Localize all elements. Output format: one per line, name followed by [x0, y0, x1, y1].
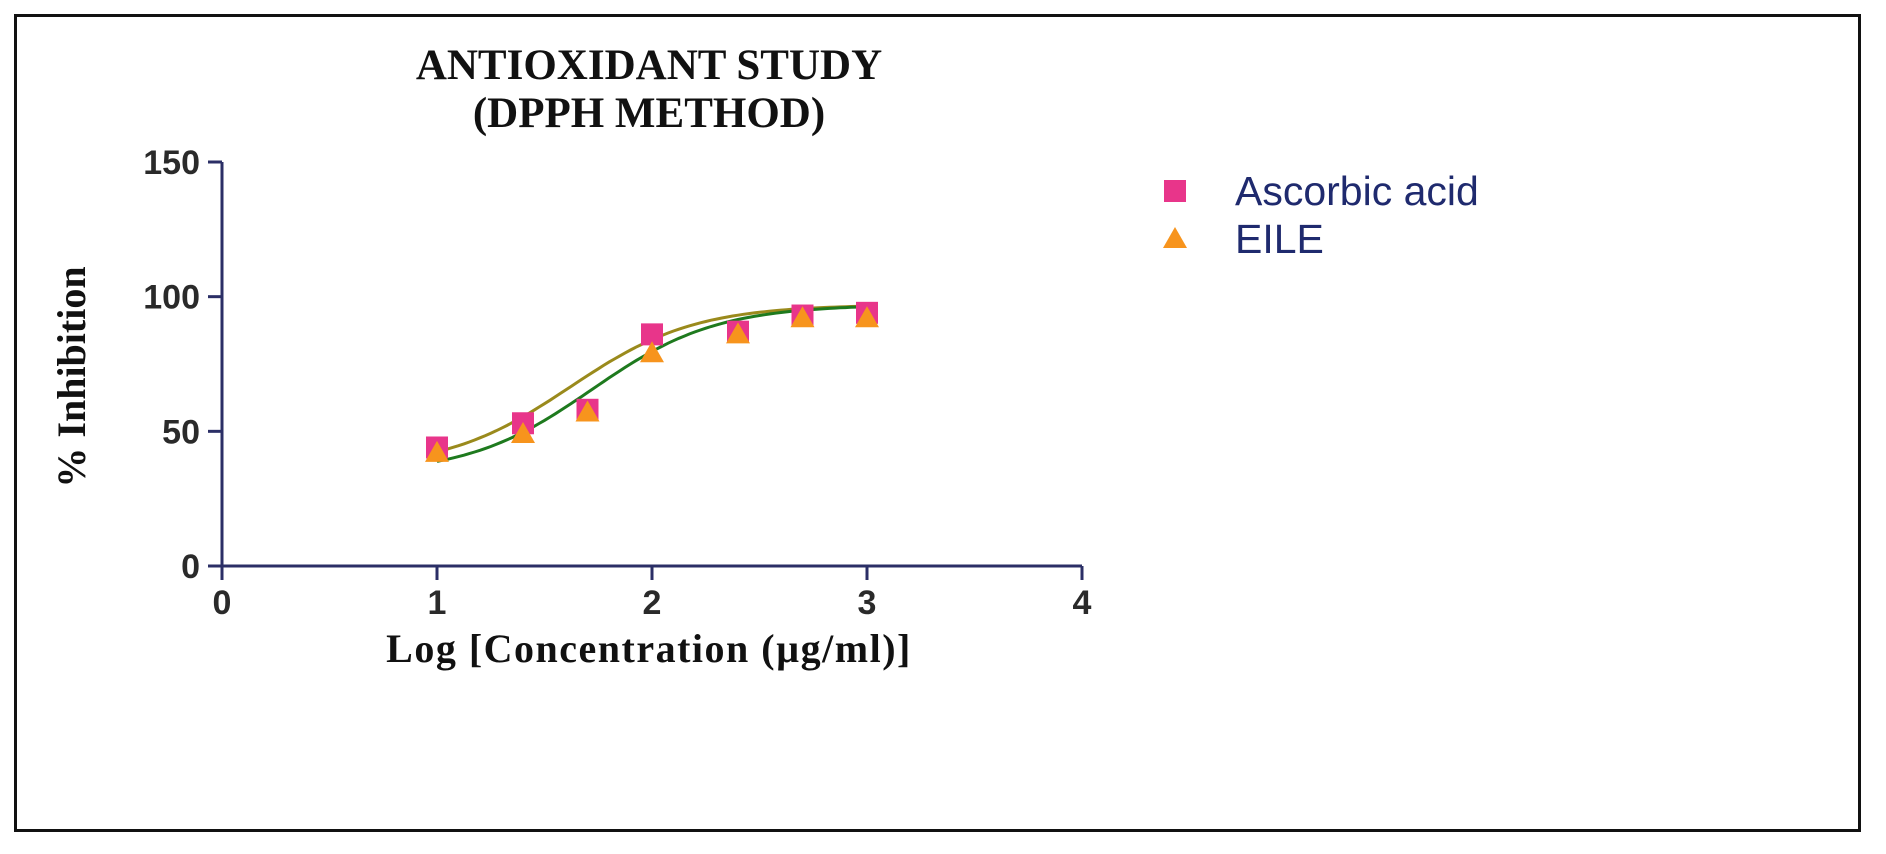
data-point-series-1 [855, 306, 879, 328]
x-tick-label: 4 [1073, 584, 1092, 622]
legend-marker-1 [1163, 227, 1187, 248]
data-points [425, 301, 879, 462]
data-point-series-1 [575, 400, 600, 422]
x-axis-label: Log [Concentration (µg/ml)] [386, 626, 912, 671]
axes: 0 50 100 150 0 1 2 3 4 [143, 144, 1091, 622]
x-tick-label: 1 [428, 584, 447, 622]
chart-title-line-2: (DPPH METHOD) [473, 90, 825, 137]
y-tick-label: 150 [143, 144, 200, 182]
data-point-series-1 [640, 341, 664, 363]
legend-marker-0 [1164, 180, 1186, 202]
figure-frame: ANTIOXIDANT STUDY (DPPH METHOD) % Inhibi… [14, 14, 1861, 832]
data-point-series-0 [641, 323, 663, 346]
y-tick-label: 100 [143, 279, 200, 317]
y-axis-label: % Inhibition [49, 266, 94, 487]
chart-title-line-1: ANTIOXIDANT STUDY [416, 42, 882, 89]
x-tick-label: 2 [643, 584, 662, 622]
data-point-series-1 [790, 306, 815, 328]
legend-label-1: EILE [1235, 216, 1324, 262]
data-point-series-1 [511, 422, 535, 444]
y-tick-label: 0 [181, 548, 200, 586]
dpph-chart: ANTIOXIDANT STUDY (DPPH METHOD) % Inhibi… [49, 42, 1479, 671]
data-point-series-1 [726, 322, 750, 344]
data-point-series-1 [425, 440, 449, 462]
x-tick-label: 3 [858, 584, 877, 622]
legend-label-0: Ascorbic acid [1235, 168, 1479, 214]
y-tick-label: 50 [162, 413, 200, 451]
x-tick-label: 0 [213, 584, 232, 622]
